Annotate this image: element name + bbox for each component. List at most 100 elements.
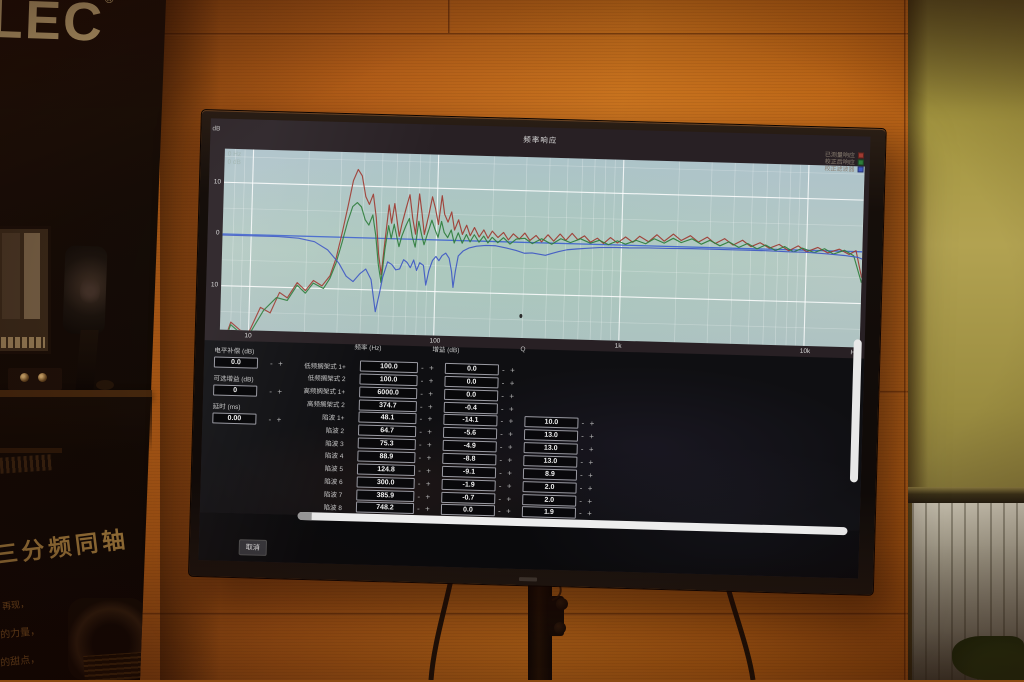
decrement-button[interactable]: - <box>578 432 587 441</box>
gain-field[interactable]: 0.0 <box>445 363 499 376</box>
decrement-button[interactable]: - <box>417 402 426 411</box>
decrement-button[interactable]: - <box>576 483 585 492</box>
increment-button[interactable]: + <box>425 428 434 437</box>
cancel-button[interactable]: 取消 <box>239 539 267 556</box>
decrement-button[interactable]: - <box>576 496 585 505</box>
decrement-button[interactable]: - <box>416 440 425 449</box>
q-field[interactable]: 8.9 <box>523 468 577 481</box>
decrement-button[interactable]: - <box>499 365 508 374</box>
decrement-button[interactable]: - <box>417 376 426 385</box>
q-field[interactable]: 1.9 <box>522 506 576 519</box>
increment-button[interactable]: + <box>587 432 596 441</box>
increment-button[interactable]: + <box>507 378 516 387</box>
increment-button[interactable]: + <box>586 471 595 480</box>
decrement-button[interactable]: - <box>417 389 426 398</box>
gain-field[interactable]: -0.7 <box>441 491 495 504</box>
increment-button[interactable]: + <box>586 458 595 467</box>
increment-button[interactable]: + <box>587 445 596 454</box>
gain-field[interactable]: 0.0 <box>444 389 498 402</box>
freq-field[interactable]: 88.9 <box>357 450 415 463</box>
decrement-button[interactable]: - <box>415 466 424 475</box>
decrement-button[interactable]: - <box>496 481 505 490</box>
decrement-button[interactable]: - <box>414 504 423 513</box>
decrement-button[interactable]: - <box>498 391 507 400</box>
gain-field[interactable]: -4.9 <box>443 440 497 453</box>
gain-field[interactable]: 0.0 <box>441 504 495 517</box>
scrollbar-stub[interactable] <box>298 512 312 520</box>
decrement-button[interactable]: - <box>496 455 505 464</box>
increment-button[interactable]: + <box>505 468 514 477</box>
increment-button[interactable]: + <box>425 415 434 424</box>
freq-field[interactable]: 100.0 <box>360 361 418 374</box>
increment-button[interactable]: + <box>426 376 435 385</box>
decrement-button[interactable]: - <box>415 453 424 462</box>
decrement-button[interactable]: - <box>496 468 505 477</box>
increment-button[interactable]: + <box>505 456 514 465</box>
q-field[interactable]: 2.0 <box>522 494 576 507</box>
decrement-button[interactable]: - <box>495 507 504 516</box>
increment-button[interactable]: + <box>424 479 433 488</box>
increment-button[interactable]: + <box>426 389 435 398</box>
freq-field[interactable]: 124.8 <box>357 463 415 476</box>
increment-button[interactable]: + <box>585 496 594 505</box>
increment-button[interactable]: + <box>504 494 513 503</box>
gain-field[interactable]: -0.4 <box>444 401 498 414</box>
freq-field[interactable]: 385.9 <box>356 489 414 502</box>
freq-field[interactable]: 374.7 <box>359 399 417 412</box>
gain-field[interactable]: -8.8 <box>442 453 496 466</box>
gain-field[interactable]: -5.6 <box>443 427 497 440</box>
increment-button[interactable]: + <box>585 484 594 493</box>
decrement-button[interactable]: - <box>418 363 427 372</box>
freq-field[interactable]: 100.0 <box>359 373 417 386</box>
gain-field[interactable]: 0.0 <box>444 376 498 389</box>
freq-field[interactable]: 48.1 <box>358 412 416 425</box>
q-field[interactable]: 13.0 <box>523 455 577 468</box>
increment-button[interactable]: + <box>506 430 515 439</box>
decrement-button[interactable]: - <box>498 404 507 413</box>
legend-checkbox[interactable] <box>858 152 864 158</box>
increment-button[interactable]: + <box>507 391 516 400</box>
decrement-button[interactable]: - <box>497 417 506 426</box>
gain-field[interactable]: -9.1 <box>442 466 496 479</box>
gain-field[interactable]: -14.1 <box>443 414 497 427</box>
decrement-button[interactable]: - <box>415 479 424 488</box>
increment-button[interactable]: + <box>587 419 596 428</box>
increment-button[interactable]: + <box>423 505 432 514</box>
decrement-button[interactable]: - <box>416 415 425 424</box>
increment-button[interactable]: + <box>426 402 435 411</box>
q-field[interactable]: 10.0 <box>524 417 578 430</box>
decrement-button[interactable]: - <box>577 458 586 467</box>
gain-field[interactable]: -1.9 <box>441 478 495 491</box>
increment-button[interactable]: + <box>506 443 515 452</box>
decrement-button[interactable]: - <box>578 445 587 454</box>
legend-checkbox[interactable] <box>858 166 864 172</box>
increment-button[interactable]: + <box>585 509 594 518</box>
increment-button[interactable]: + <box>423 492 432 501</box>
increment-button[interactable]: + <box>427 363 436 372</box>
increment-button[interactable]: + <box>506 417 515 426</box>
freq-field[interactable]: 6000.0 <box>359 386 417 399</box>
decrement-button[interactable]: - <box>495 494 504 503</box>
legend-checkbox[interactable] <box>858 159 864 165</box>
freq-field[interactable]: 75.3 <box>358 438 416 451</box>
freq-field[interactable]: 748.2 <box>356 502 414 515</box>
increment-button[interactable]: + <box>507 404 516 413</box>
decrement-button[interactable]: - <box>498 378 507 387</box>
q-field[interactable]: 2.0 <box>522 481 576 494</box>
increment-button[interactable]: + <box>508 366 517 375</box>
decrement-button[interactable]: - <box>576 509 585 518</box>
increment-button[interactable]: + <box>504 507 513 516</box>
decrement-button[interactable]: - <box>414 492 423 501</box>
increment-button[interactable]: + <box>505 481 514 490</box>
decrement-button[interactable]: - <box>497 430 506 439</box>
q-field[interactable]: 13.0 <box>524 442 578 455</box>
q-field[interactable]: 13.0 <box>524 429 578 442</box>
increment-button[interactable]: + <box>424 453 433 462</box>
freq-field[interactable]: 64.7 <box>358 425 416 438</box>
decrement-button[interactable]: - <box>416 427 425 436</box>
increment-button[interactable]: + <box>425 440 434 449</box>
decrement-button[interactable]: - <box>497 442 506 451</box>
decrement-button[interactable]: - <box>578 419 587 428</box>
freq-field[interactable]: 300.0 <box>357 476 415 489</box>
increment-button[interactable]: + <box>424 466 433 475</box>
